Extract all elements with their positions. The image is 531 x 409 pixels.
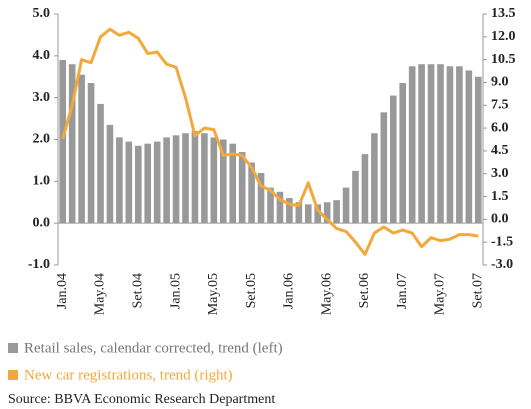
- legend-label: Retail sales, calendar corrected, trend …: [24, 340, 283, 356]
- bar: [68, 64, 76, 224]
- y-tick-label: 4.0: [33, 48, 51, 63]
- bar: [78, 74, 85, 224]
- y2-tick-label: 13.5: [491, 6, 516, 21]
- bar: [314, 204, 322, 224]
- y-tick-label: -1.0: [28, 257, 50, 272]
- bar: [437, 64, 444, 224]
- bar: [59, 60, 67, 224]
- bar: [399, 83, 407, 224]
- bar: [342, 187, 350, 224]
- x-tick-label: Set.06: [357, 273, 372, 308]
- bar: [295, 202, 303, 224]
- bar: [323, 202, 331, 224]
- source-note: Source: BBVA Economic Research Departmen…: [8, 392, 275, 407]
- bar: [418, 64, 425, 224]
- bar: [267, 187, 274, 224]
- bar: [427, 64, 435, 224]
- legend-swatch: [8, 343, 18, 353]
- x-tick-label: Jan.07: [395, 273, 410, 309]
- x-tick-label: Jan.04: [55, 273, 70, 309]
- y2-tick-label: 9.0: [491, 75, 509, 90]
- bar: [276, 191, 284, 224]
- bar: [257, 172, 265, 224]
- bar: [134, 145, 142, 224]
- bar: [389, 95, 397, 224]
- y2-tick-label: 10.5: [491, 52, 516, 67]
- bar: [238, 152, 246, 224]
- y-tick-label: 3.0: [33, 90, 51, 105]
- bar: [210, 137, 218, 224]
- y-tick-label: 5.0: [33, 6, 51, 21]
- bar: [229, 143, 237, 224]
- y2-tick-label: 4.5: [491, 143, 509, 158]
- x-tick-label: May.04: [93, 273, 108, 315]
- bar: [153, 141, 161, 224]
- bar: [163, 137, 170, 224]
- legend-label: New car registrations, trend (right): [24, 367, 233, 383]
- x-tick-label: Set.05: [244, 273, 259, 308]
- bar: [446, 66, 454, 224]
- bar: [172, 135, 180, 224]
- y2-tick-label: 3.0: [491, 166, 509, 181]
- bar: [408, 66, 416, 224]
- x-tick-label: May.07: [433, 273, 448, 315]
- y-tick-label: 2.0: [33, 132, 51, 147]
- y2-tick-label: -3.0: [491, 257, 513, 272]
- x-tick-label: Set.04: [130, 273, 145, 308]
- bar: [125, 141, 133, 224]
- bar: [371, 133, 378, 224]
- bar: [456, 66, 463, 224]
- bar: [116, 137, 123, 224]
- y2-tick-label: 12.0: [491, 29, 516, 44]
- bar: [144, 143, 152, 224]
- bar: [304, 204, 312, 224]
- bar: [474, 76, 482, 224]
- x-tick-label: Jan.05: [168, 273, 183, 309]
- x-tick-label: May.06: [319, 273, 334, 315]
- bar: [286, 198, 293, 224]
- bar: [361, 154, 369, 224]
- x-tick-label: May.05: [206, 273, 221, 315]
- bar: [333, 200, 340, 224]
- bar: [191, 131, 199, 224]
- y2-tick-label: -1.5: [491, 234, 513, 249]
- x-tick-label: Jan.06: [282, 273, 297, 309]
- bar: [106, 124, 114, 224]
- bar: [182, 133, 189, 224]
- bar: [97, 103, 104, 224]
- x-tick-label: Set.07: [470, 273, 485, 308]
- bar: [465, 70, 473, 224]
- y-tick-label: 0.0: [33, 215, 51, 230]
- y-tick-label: 1.0: [33, 174, 51, 189]
- bar: [219, 139, 227, 224]
- bar: [201, 133, 208, 224]
- bar: [87, 83, 95, 224]
- bar: [380, 112, 388, 224]
- line: [61, 27, 479, 256]
- y2-tick-label: 1.5: [491, 189, 509, 204]
- y2-tick-label: 6.0: [491, 120, 509, 135]
- bar: [352, 170, 359, 224]
- y2-tick-label: 7.5: [491, 97, 509, 112]
- y2-tick-label: 0.0: [491, 212, 509, 227]
- bar: [248, 162, 255, 224]
- legend-swatch: [8, 370, 18, 380]
